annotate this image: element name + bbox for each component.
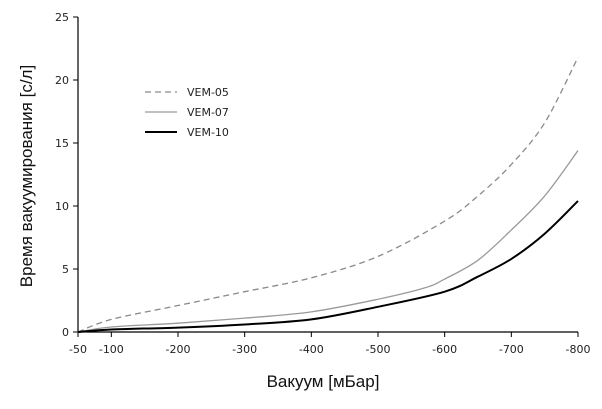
y-tick-label: 10 <box>55 200 69 213</box>
x-tick-label: -500 <box>366 343 391 356</box>
series-line-vem-07 <box>77 150 579 333</box>
x-tick-label: -200 <box>166 343 191 356</box>
x-tick-label: -300 <box>232 343 257 356</box>
y-tick-label: 25 <box>55 11 69 24</box>
y-tick-label: 0 <box>62 326 69 339</box>
legend-label-vem-07: VEM-07 <box>187 106 229 119</box>
ticks: -50 -100 -200 -300 -400 -500 -600 -700 -800 0 5 10 1… <box>55 11 590 356</box>
x-tick-label: -100 <box>99 343 124 356</box>
axes <box>77 17 578 333</box>
legend: VEM-05 VEM-07 VEM-10 <box>145 86 229 139</box>
series-line-vem-10 <box>77 200 579 333</box>
x-tick-label: -400 <box>299 343 324 356</box>
x-tick-label: -700 <box>499 343 524 356</box>
x-tick-label: -600 <box>432 343 457 356</box>
y-axis-label: Время вакуумирования [с/л] <box>17 65 36 287</box>
x-tick-label: -800 <box>566 343 591 356</box>
legend-label-vem-10: VEM-10 <box>187 126 229 139</box>
y-tick-label: 15 <box>55 137 69 150</box>
series-lines <box>77 57 579 333</box>
series-line-vem-05 <box>77 57 579 333</box>
y-tick-label: 20 <box>55 74 69 87</box>
x-tick-label: -50 <box>69 343 87 356</box>
legend-label-vem-05: VEM-05 <box>187 86 229 99</box>
x-axis-label: Вакуум [мБар] <box>267 372 380 391</box>
y-tick-label: 5 <box>62 263 69 276</box>
